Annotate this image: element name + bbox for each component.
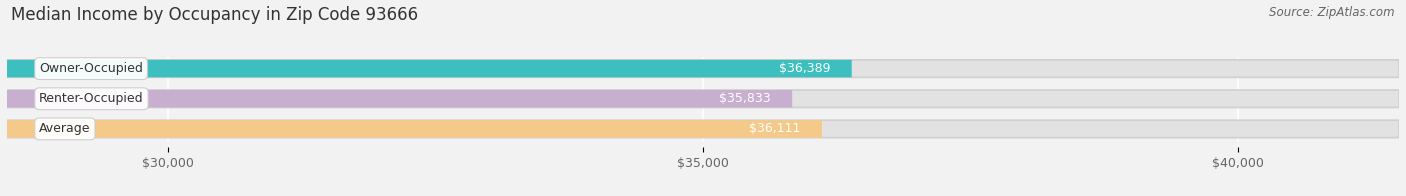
Text: $35,833: $35,833	[718, 92, 770, 105]
FancyBboxPatch shape	[7, 60, 1399, 77]
FancyBboxPatch shape	[7, 120, 1399, 138]
Text: Owner-Occupied: Owner-Occupied	[39, 62, 143, 75]
FancyBboxPatch shape	[7, 60, 852, 77]
FancyBboxPatch shape	[7, 120, 823, 138]
Text: Source: ZipAtlas.com: Source: ZipAtlas.com	[1270, 6, 1395, 19]
Text: $36,111: $36,111	[749, 122, 800, 135]
FancyBboxPatch shape	[7, 90, 1399, 107]
Text: $36,389: $36,389	[779, 62, 831, 75]
Text: Renter-Occupied: Renter-Occupied	[39, 92, 143, 105]
Text: Median Income by Occupancy in Zip Code 93666: Median Income by Occupancy in Zip Code 9…	[11, 6, 419, 24]
FancyBboxPatch shape	[7, 90, 792, 107]
Text: Average: Average	[39, 122, 90, 135]
